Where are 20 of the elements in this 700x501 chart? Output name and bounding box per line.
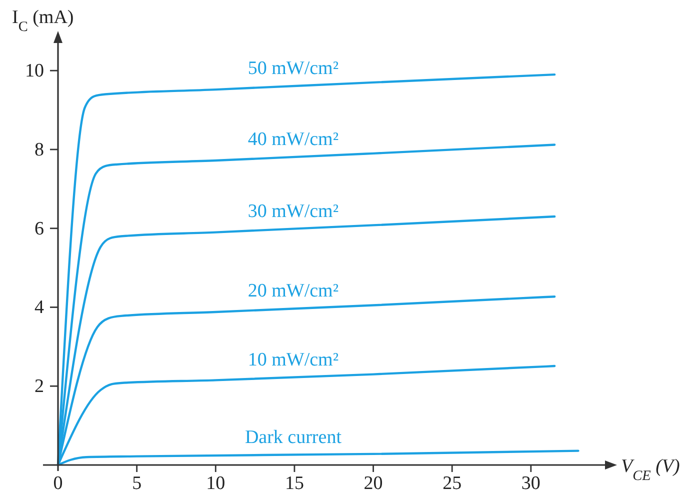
series-label: 30 mW/cm²: [248, 200, 339, 222]
x-tick-label: 25: [442, 473, 462, 494]
series-label: Dark current: [244, 426, 342, 448]
series-label: 50 mW/cm²: [248, 58, 339, 80]
y-tick-label: 6: [34, 218, 44, 240]
x-tick-label: 5: [132, 473, 142, 494]
x-tick-label: 20: [364, 473, 383, 494]
series-label: 40 mW/cm²: [248, 129, 339, 150]
y-tick-label: 2: [34, 376, 44, 398]
x-tick-label: 15: [284, 473, 304, 494]
y-axis-title: I$_{C}$ (mA): [12, 7, 74, 35]
y-tick-label: 8: [34, 139, 44, 160]
x-tick-label: 30: [521, 473, 540, 494]
y-tick-label: 4: [34, 297, 44, 318]
y-tick-label: 10: [25, 60, 44, 82]
series-label: 10 mW/cm²: [248, 349, 339, 370]
x-tick-label: 10: [206, 473, 226, 494]
x-axis-title: V$_{CE}$ (V): [621, 456, 680, 484]
series-label: 20 mW/cm²: [248, 280, 339, 302]
x-tick-label: 0: [53, 473, 63, 494]
